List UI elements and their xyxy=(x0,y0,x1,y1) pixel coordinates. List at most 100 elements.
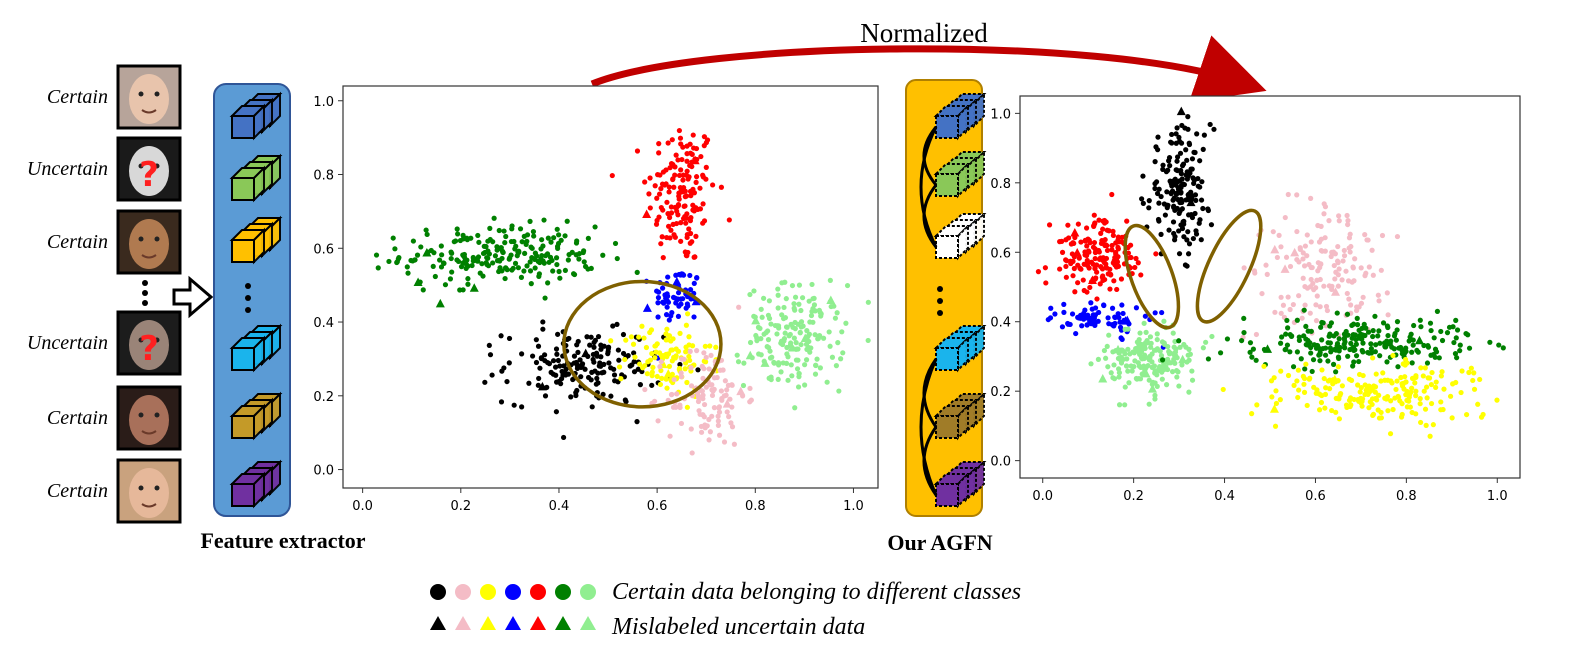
data-point xyxy=(1376,328,1382,334)
mislabeled-point xyxy=(1414,335,1424,345)
data-point xyxy=(664,354,670,360)
data-point xyxy=(1189,368,1195,374)
eye-icon xyxy=(138,236,144,242)
data-point xyxy=(1076,255,1082,261)
data-point xyxy=(818,311,824,317)
data-point xyxy=(798,341,804,348)
data-point xyxy=(656,214,662,220)
data-point xyxy=(1117,324,1124,330)
data-point xyxy=(1290,364,1297,370)
data-point xyxy=(558,237,564,243)
data-point xyxy=(1335,272,1341,278)
data-point xyxy=(1297,246,1303,253)
data-point xyxy=(1200,345,1206,351)
data-point xyxy=(1179,206,1185,212)
data-point xyxy=(1261,363,1267,369)
data-point xyxy=(1159,357,1166,363)
input-arrow-icon xyxy=(172,275,214,319)
data-point xyxy=(1193,228,1199,234)
data-point xyxy=(675,157,681,163)
y-tick-label: 1.0 xyxy=(990,107,1011,122)
data-point xyxy=(703,384,709,390)
data-point xyxy=(1084,322,1090,328)
data-point xyxy=(1112,314,1118,320)
data-point xyxy=(1156,186,1162,192)
data-point xyxy=(1259,290,1265,297)
data-point xyxy=(1374,397,1380,403)
data-point xyxy=(1142,313,1148,319)
data-point xyxy=(1487,339,1493,345)
data-point xyxy=(529,353,536,359)
data-point xyxy=(736,304,742,310)
data-point xyxy=(1116,314,1122,321)
data-point xyxy=(1454,355,1460,361)
data-point xyxy=(1173,353,1179,359)
data-point xyxy=(1045,316,1051,323)
data-point xyxy=(1167,163,1173,169)
data-point xyxy=(668,210,675,216)
data-point xyxy=(1121,349,1127,355)
data-point xyxy=(669,137,675,143)
data-point xyxy=(687,348,693,354)
data-point xyxy=(726,217,732,223)
eye-icon xyxy=(154,91,160,97)
mislabeled-point xyxy=(745,350,755,360)
data-point xyxy=(1308,350,1314,356)
mislabeled-point xyxy=(469,283,479,292)
data-point xyxy=(1385,408,1391,414)
data-point xyxy=(1414,347,1420,354)
data-point xyxy=(601,369,607,375)
data-point xyxy=(550,268,556,274)
data-point xyxy=(483,260,489,266)
data-point xyxy=(703,164,709,170)
data-point xyxy=(663,167,669,173)
data-point xyxy=(834,310,840,316)
data-point xyxy=(1143,339,1149,346)
data-point xyxy=(798,319,805,325)
data-point xyxy=(1296,334,1302,340)
data-point xyxy=(1272,309,1278,315)
data-point xyxy=(831,303,837,309)
data-point xyxy=(1278,310,1284,316)
data-point xyxy=(701,401,708,408)
data-point xyxy=(502,265,509,271)
cluster-pink xyxy=(642,304,754,456)
data-point xyxy=(1116,374,1122,380)
data-point xyxy=(468,235,474,241)
data-point xyxy=(1123,363,1130,369)
data-point xyxy=(693,174,700,180)
legend-uncertain-marker xyxy=(480,616,496,630)
data-point xyxy=(588,334,594,340)
data-point xyxy=(1353,336,1359,343)
data-point xyxy=(1114,286,1120,293)
data-point xyxy=(605,351,611,357)
data-point xyxy=(545,235,551,241)
data-point xyxy=(1387,431,1394,437)
scatter-after-normalization: 0.0 0.2 0.4 0.6 0.8 1.0 0.0 0.2 0.4 0.6 0.8 1.0 xyxy=(990,95,1521,504)
data-point xyxy=(541,260,547,266)
data-point xyxy=(547,254,554,260)
data-point xyxy=(1239,337,1245,344)
data-point xyxy=(503,233,509,240)
data-point xyxy=(498,333,504,339)
data-point xyxy=(1119,336,1125,343)
data-point xyxy=(1343,268,1349,274)
data-point xyxy=(721,439,728,445)
data-point xyxy=(677,330,683,336)
data-point xyxy=(1185,251,1192,257)
data-point xyxy=(1350,264,1356,270)
data-point xyxy=(775,376,781,383)
data-point xyxy=(1282,214,1288,221)
data-point xyxy=(1138,272,1144,278)
data-point xyxy=(592,337,598,344)
data-point xyxy=(1115,263,1121,269)
data-point xyxy=(1315,268,1321,274)
eye-icon xyxy=(138,337,144,343)
data-point xyxy=(1313,302,1319,308)
data-point xyxy=(656,191,663,197)
mislabeled-point xyxy=(690,155,700,165)
data-point xyxy=(1298,356,1304,362)
data-point xyxy=(670,404,677,410)
data-point xyxy=(1376,392,1382,398)
data-point xyxy=(1313,285,1319,291)
